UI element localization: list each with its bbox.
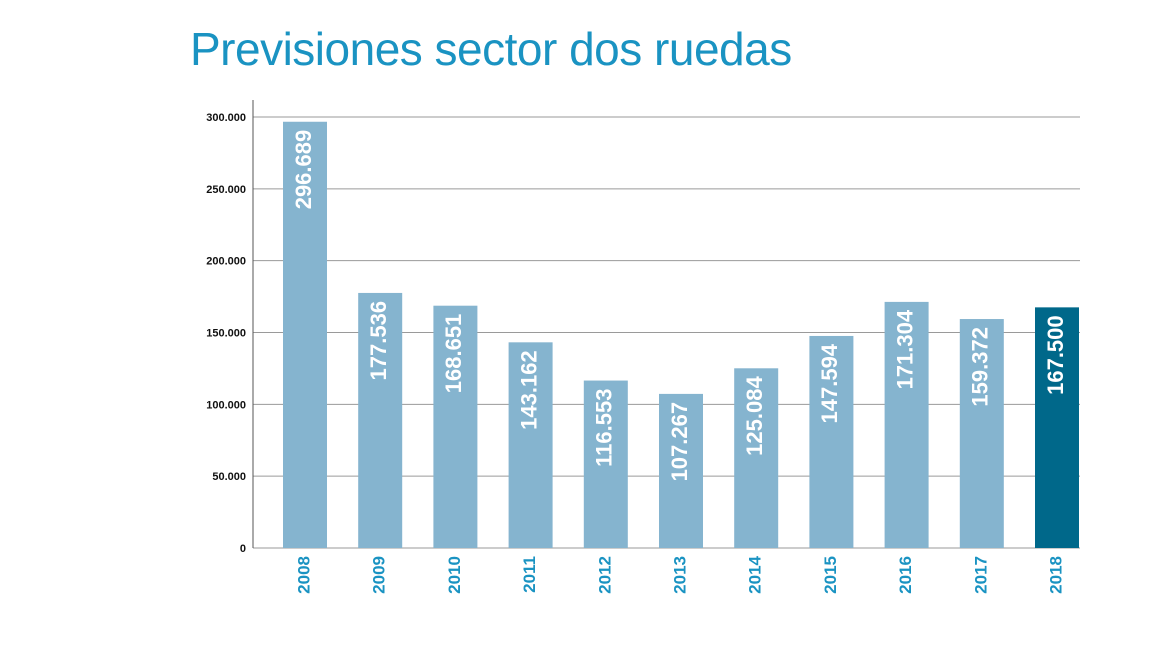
bar-2013 (659, 393, 703, 548)
category-label-2010: 2010 (445, 556, 464, 594)
bar-2012 (583, 380, 628, 548)
category-label-2017: 2017 (971, 556, 990, 594)
y-tick-label: 100.000 (206, 399, 246, 411)
category-label-2015: 2015 (821, 556, 840, 594)
data-label-2018: 167.500 (1043, 315, 1068, 395)
category-label-2012: 2012 (595, 556, 614, 594)
category-label-2008: 2008 (294, 556, 313, 594)
bar-2008 (283, 121, 327, 548)
bar-2010 (433, 305, 478, 548)
bar-2014 (734, 368, 779, 548)
bars (283, 121, 1079, 548)
chart-title: Previsiones sector dos ruedas (190, 23, 792, 75)
data-label-2013: 107.267 (667, 402, 692, 482)
bar-2015 (809, 335, 854, 548)
x-axis-category-labels: 2008 2009 2010 2011 2012 2013 2014 2015 2016 2017… (294, 555, 1065, 593)
category-label-2018: 2018 (1046, 556, 1065, 594)
y-tick-label: 150.000 (206, 328, 246, 340)
category-label-2009: 2009 (370, 556, 389, 594)
data-label-2014: 125.084 (742, 376, 767, 456)
data-labels: 296.689 177.536 168.651 143.162 116.553 107.2… (291, 130, 1068, 482)
data-label-2011: 143.162 (516, 350, 541, 430)
category-label-2013: 2013 (670, 556, 689, 594)
bar-2011 (508, 342, 553, 548)
y-axis-tick-labels: 0 50.000 100.000 150.000 200.000 250.000 300.0… (206, 112, 246, 555)
data-label-2016: 171.304 (892, 309, 917, 389)
bar-2017 (959, 319, 1004, 548)
data-label-2017: 159.372 (968, 327, 993, 407)
data-label-2009: 177.536 (366, 301, 391, 381)
y-tick-label: 50.000 (212, 471, 246, 483)
y-tick-label: 250.000 (206, 184, 246, 196)
data-label-2015: 147.594 (817, 343, 842, 423)
y-tick-label: 0 (240, 543, 246, 555)
data-label-2012: 116.553 (592, 389, 617, 467)
data-label-2008: 296.689 (291, 130, 316, 210)
bar-2009 (358, 292, 403, 548)
category-label-2014: 2014 (746, 555, 765, 593)
y-tick-label: 300.000 (206, 112, 246, 124)
bar-2016 (884, 301, 929, 548)
category-label-2016: 2016 (896, 556, 915, 594)
y-tick-label: 200.000 (206, 256, 246, 268)
category-label-2011: 2011 (520, 556, 539, 593)
data-label-2010: 168.651 (441, 314, 466, 394)
bar-2018 (1035, 307, 1079, 548)
